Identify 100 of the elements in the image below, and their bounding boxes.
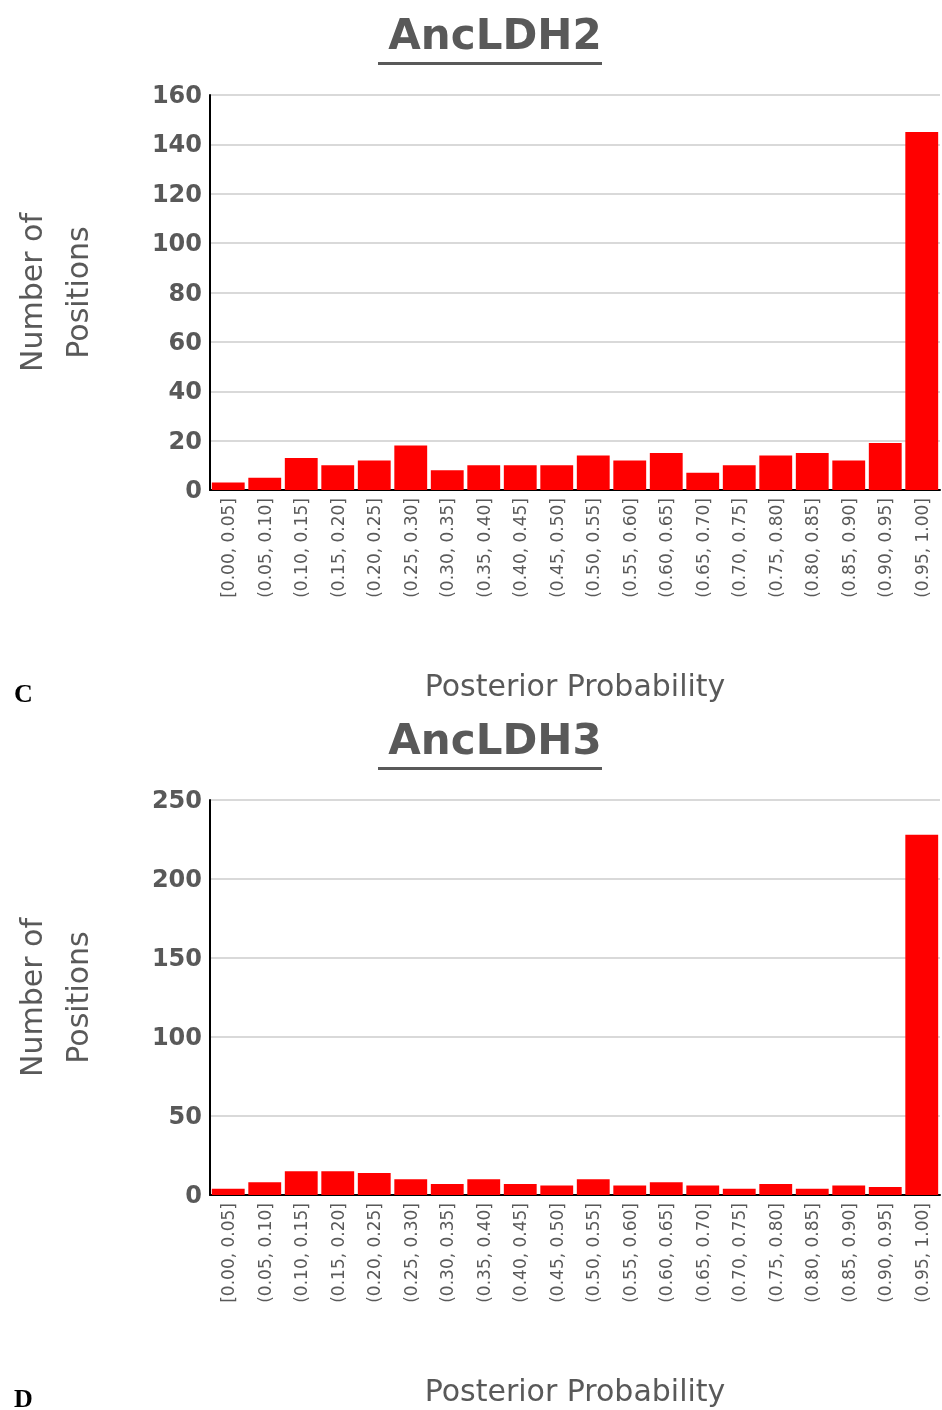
bar: [248, 477, 282, 490]
bar: [284, 1171, 318, 1195]
bar: [503, 465, 537, 490]
x-tick-label: (0.50, 0.55]: [583, 498, 604, 598]
x-axis-title: Posterior Probability: [424, 1372, 726, 1408]
x-tick-label: (0.90, 0.95]: [875, 1203, 896, 1303]
x-tick-label: (0.60, 0.65]: [656, 1203, 677, 1303]
x-tick-label: (0.35, 0.40]: [473, 1203, 494, 1303]
y-tick-label: 20: [168, 426, 202, 455]
bar: [503, 1183, 537, 1195]
x-tick-label: (0.95, 1.00]: [911, 1203, 932, 1303]
bar: [321, 1171, 355, 1195]
x-tick-label: (0.50, 0.55]: [583, 1203, 604, 1303]
chart-title: AncLDH3: [388, 714, 602, 764]
bar: [649, 452, 683, 490]
x-tick-label: (0.95, 1.00]: [911, 498, 932, 598]
bar: [686, 472, 720, 490]
x-tick-label: (0.70, 0.75]: [729, 1203, 750, 1303]
text: C: [14, 678, 33, 708]
x-tick-label: (0.65, 0.70]: [692, 498, 713, 598]
x-tick-label: (0.30, 0.35]: [437, 498, 458, 598]
x-tick-label: (0.60, 0.65]: [656, 498, 677, 598]
y-tick-label: 100: [151, 229, 202, 258]
x-tick-label: (0.55, 0.60]: [619, 1203, 640, 1303]
bar: [467, 465, 501, 490]
bar: [722, 465, 756, 490]
x-tick-label: (0.15, 0.20]: [327, 1203, 348, 1303]
bar: [248, 1182, 282, 1195]
y-tick-label: 150: [151, 944, 202, 972]
bar: [905, 132, 939, 490]
x-axis-title: Posterior Probability: [424, 667, 726, 703]
x-tick-label: [0.00, 0.05]: [218, 498, 239, 598]
y-tick-label: 250: [151, 786, 202, 814]
x-tick-label: (0.45, 0.50]: [546, 498, 567, 598]
bar: [649, 1182, 683, 1195]
bar: [394, 445, 428, 490]
bar: [540, 465, 574, 490]
x-tick-label: (0.25, 0.30]: [400, 498, 421, 598]
x-tick-label: (0.90, 0.95]: [875, 498, 896, 598]
bar: [759, 455, 793, 490]
x-tick-label: (0.30, 0.35]: [437, 1203, 458, 1303]
x-tick-label: (0.20, 0.25]: [364, 1203, 385, 1303]
x-tick-label: (0.05, 0.10]: [254, 1203, 275, 1303]
y-tick-label: 60: [168, 327, 202, 356]
y-tick-label: 140: [151, 130, 202, 159]
y-tick-label: 120: [151, 179, 202, 208]
x-tick-label: (0.10, 0.15]: [291, 1203, 312, 1303]
x-tick-label: (0.70, 0.75]: [729, 498, 750, 598]
bar: [576, 1179, 610, 1195]
bar: [905, 834, 939, 1195]
bar: [540, 1185, 574, 1195]
x-tick-label: (0.45, 0.50]: [546, 1203, 567, 1303]
x-tick-label: (0.40, 0.45]: [510, 1203, 531, 1303]
x-tick-label: (0.20, 0.25]: [364, 498, 385, 598]
x-tick-label: (0.55, 0.60]: [619, 498, 640, 598]
x-tick-label: (0.65, 0.70]: [692, 1203, 713, 1303]
bar: [284, 457, 318, 490]
x-tick-label: (0.80, 0.85]: [802, 498, 823, 598]
x-tick-label: (0.25, 0.30]: [400, 1203, 421, 1303]
bar: [686, 1185, 720, 1195]
y-tick-label: 200: [151, 865, 202, 893]
bar: [832, 1185, 866, 1195]
x-tick-label: (0.75, 0.80]: [765, 1203, 786, 1303]
x-tick-label: (0.05, 0.10]: [254, 498, 275, 598]
y-tick-label: 100: [151, 1023, 202, 1051]
bar: [576, 455, 610, 490]
bar: [211, 482, 245, 490]
y-tick-label: 50: [168, 1102, 202, 1130]
bar: [759, 1183, 793, 1195]
bar: [357, 460, 391, 490]
bar: [795, 452, 829, 490]
bar: [467, 1179, 501, 1195]
bar: [868, 1187, 902, 1195]
x-tick-label: (0.80, 0.85]: [802, 1203, 823, 1303]
bar: [722, 1188, 756, 1195]
x-tick-label: (0.10, 0.15]: [291, 498, 312, 598]
y-axis-title: Number of Positions: [13, 916, 95, 1077]
bar: [613, 1185, 647, 1195]
bar: [394, 1179, 428, 1195]
bar: [868, 443, 902, 490]
y-tick-label: 0: [185, 476, 202, 504]
x-tick-label: (0.75, 0.80]: [765, 498, 786, 598]
bar: [430, 470, 464, 490]
bar: [211, 1188, 245, 1195]
text: D: [14, 1383, 33, 1410]
bar: [832, 460, 866, 490]
x-tick-label: (0.40, 0.45]: [510, 498, 531, 598]
x-tick-label: (0.15, 0.20]: [327, 498, 348, 598]
x-tick-label: (0.35, 0.40]: [473, 498, 494, 598]
chart-title: AncLDH2: [388, 9, 602, 59]
y-axis-title: Number of Positions: [13, 211, 95, 372]
bar: [613, 460, 647, 490]
bar: [321, 465, 355, 490]
bar: [357, 1172, 391, 1195]
y-tick-label: 0: [185, 1181, 202, 1209]
x-tick-label: [0.00, 0.05]: [218, 1203, 239, 1303]
y-tick-label: 80: [168, 278, 202, 307]
y-tick-label: 40: [168, 377, 202, 406]
x-tick-label: (0.85, 0.90]: [838, 498, 859, 598]
x-tick-label: (0.85, 0.90]: [838, 1203, 859, 1303]
